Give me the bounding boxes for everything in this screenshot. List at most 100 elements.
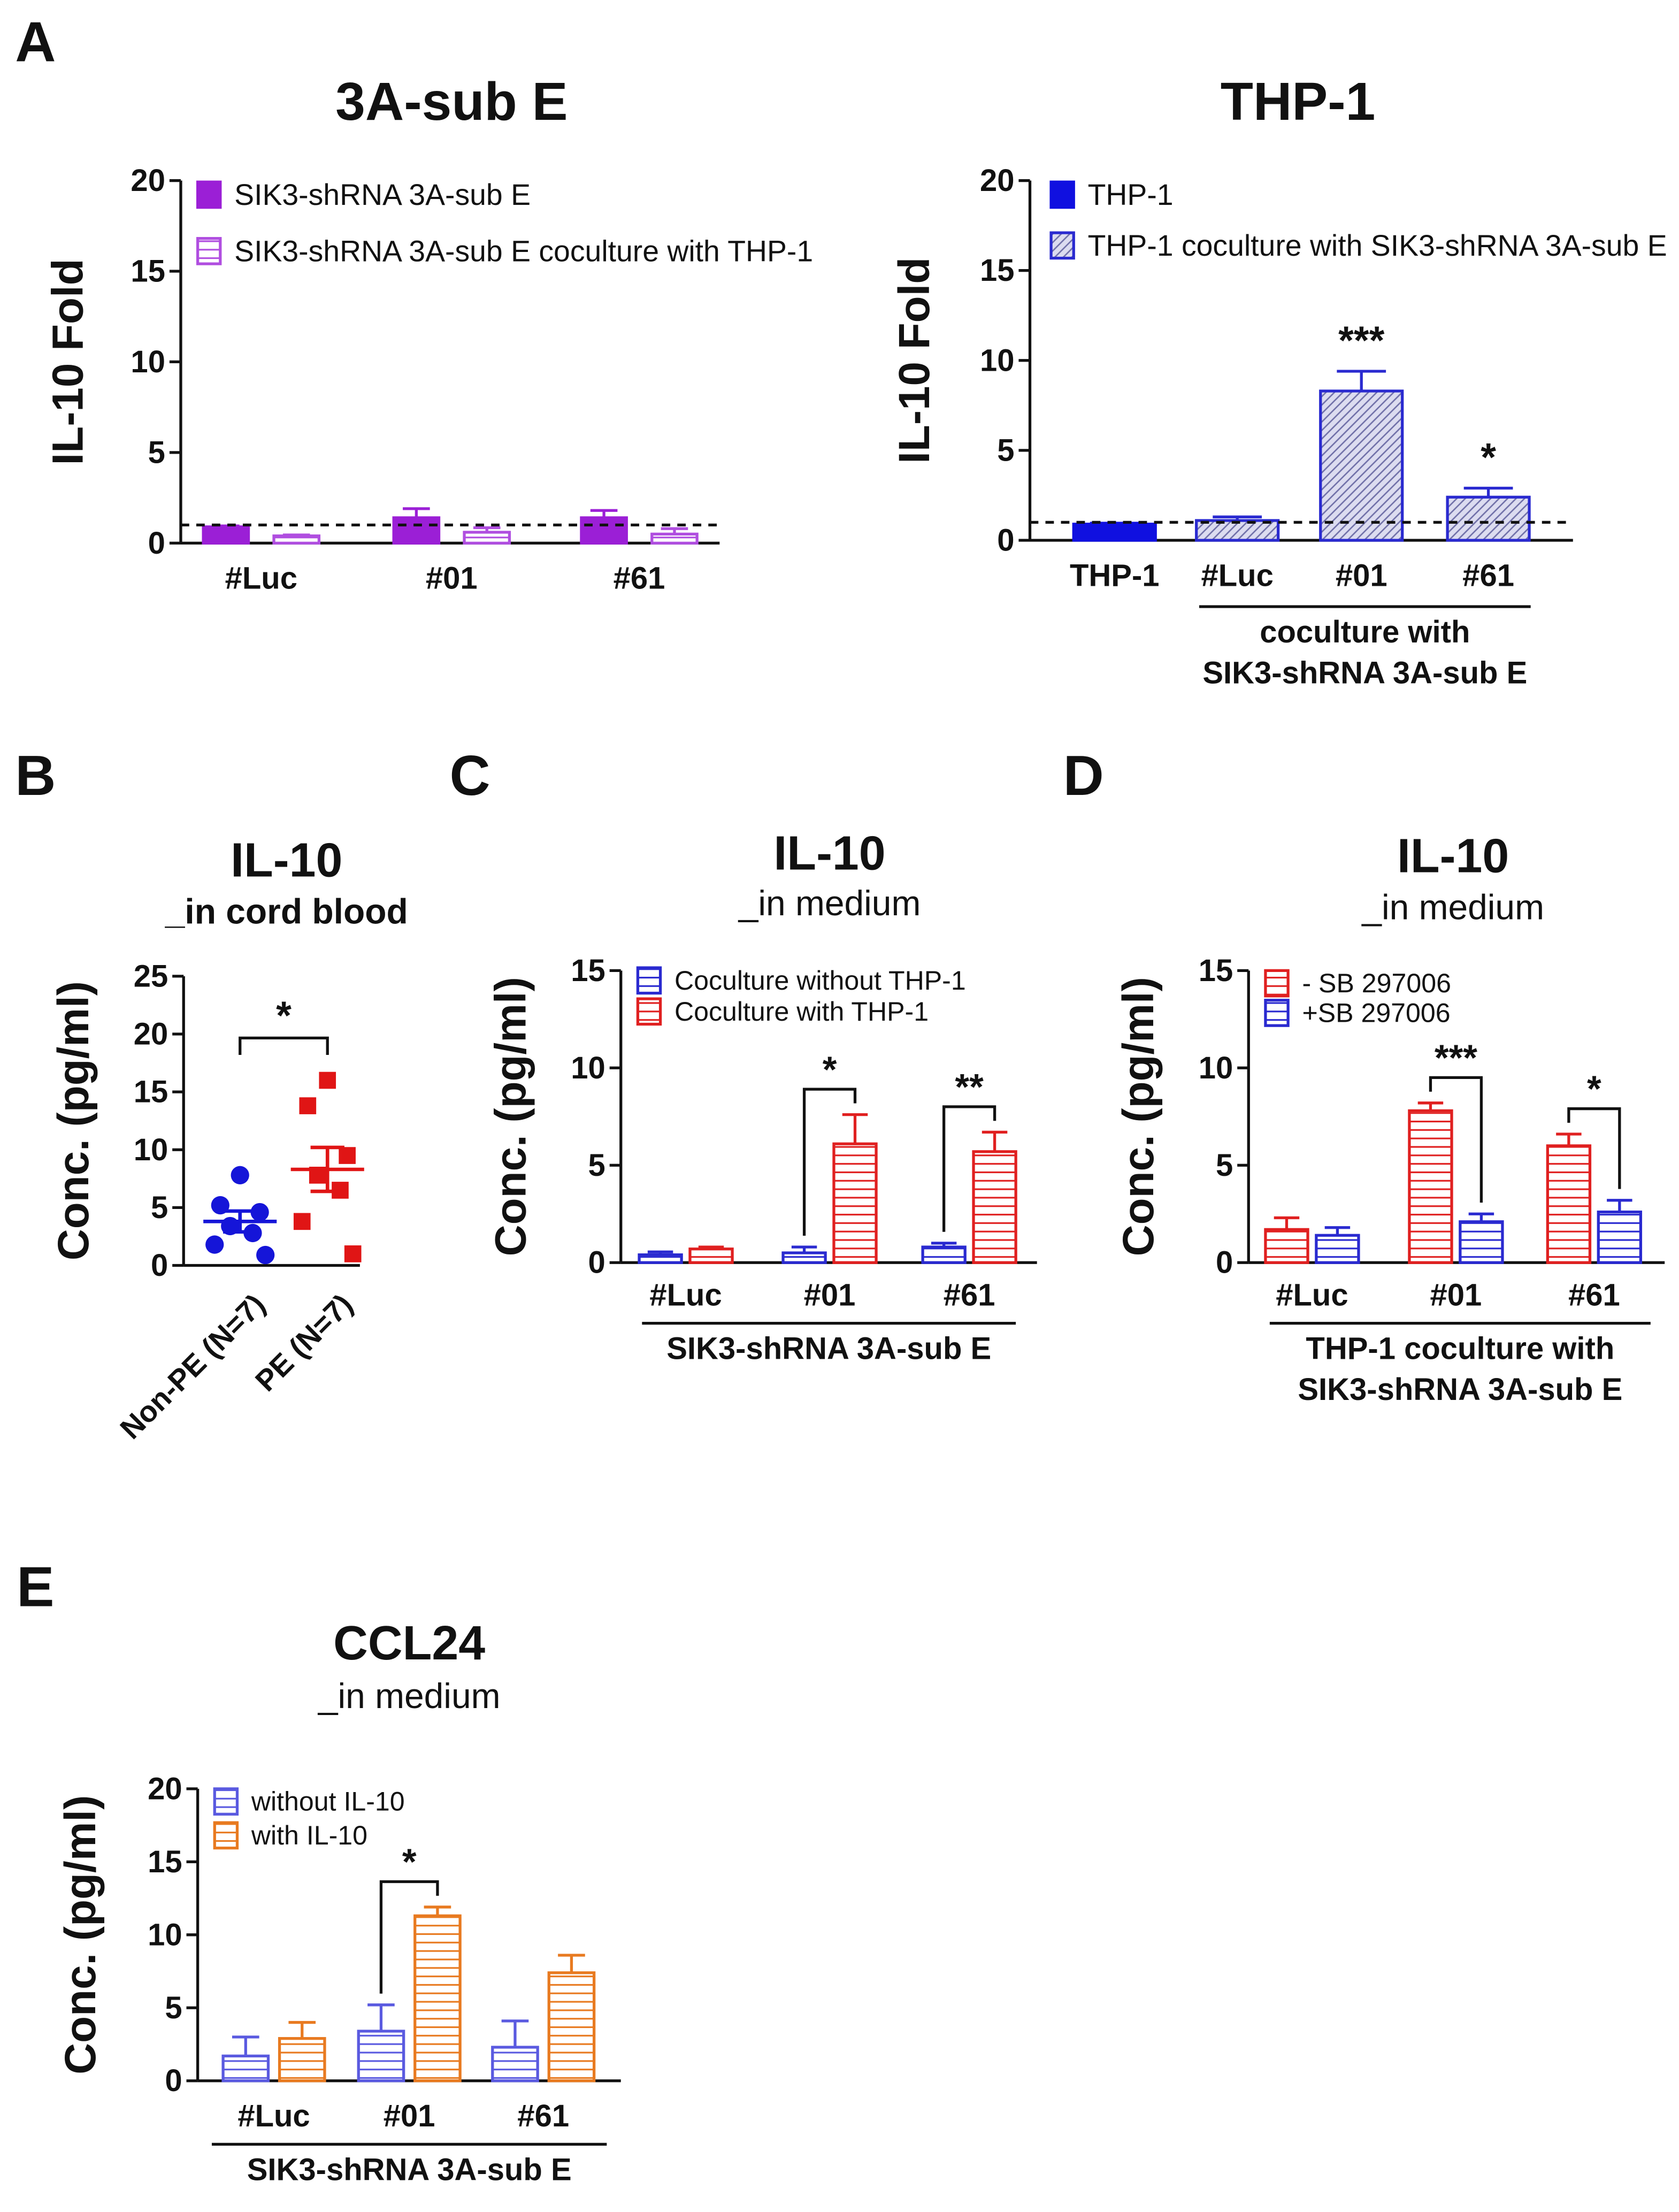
- y-tick-label: 20: [131, 163, 165, 198]
- x-tick-label: #61: [1462, 558, 1514, 593]
- legend-label: Coculture without THP-1: [674, 966, 966, 996]
- data-point: [250, 1203, 269, 1222]
- significance-bracket: [239, 1036, 329, 1055]
- y-tick-label: 0: [588, 1245, 605, 1280]
- chart-subtitle: _in cord blood: [165, 892, 408, 931]
- chart-title: IL-10: [1397, 830, 1509, 883]
- panel-letter: D: [1063, 745, 1104, 807]
- bar: [972, 1150, 1017, 1264]
- significance-label: **: [955, 1067, 984, 1108]
- legend-swatch: [196, 180, 222, 209]
- bar: [221, 2054, 270, 2083]
- bar: [272, 534, 321, 545]
- bar: [1264, 1228, 1309, 1264]
- y-tick-label: 15: [134, 1075, 168, 1109]
- legend-label: - SB 297006: [1302, 968, 1451, 998]
- bar: [392, 516, 441, 545]
- significance-bracket: [1429, 1076, 1483, 1203]
- y-tick-label: 0: [148, 526, 165, 561]
- y-tick-label: 5: [148, 435, 165, 470]
- bar: [1319, 389, 1404, 542]
- legend-label: with IL-10: [251, 1820, 367, 1850]
- legend-label: THP-1: [1088, 178, 1174, 211]
- y-tick-label: 15: [571, 953, 605, 988]
- x-tick-label: #Luc: [1201, 558, 1273, 593]
- y-tick-label: 5: [165, 1991, 182, 2025]
- data-point: [299, 1097, 317, 1114]
- bar: [463, 531, 511, 545]
- bar: [1072, 523, 1157, 542]
- bar: [278, 2037, 326, 2083]
- x-tick-label: #01: [426, 561, 478, 596]
- bar: [580, 516, 628, 545]
- significance-bracket: [1567, 1107, 1621, 1189]
- chart-title: 3A-sub E: [335, 72, 568, 132]
- group-label: THP-1 coculture with: [1306, 1331, 1614, 1366]
- x-tick-label: #Luc: [225, 561, 297, 596]
- y-tick-label: 15: [148, 1844, 182, 1879]
- bar: [921, 1245, 967, 1264]
- y-tick-label: 10: [980, 343, 1015, 378]
- x-tick-label: #01: [1430, 1277, 1482, 1312]
- x-tick-label: #61: [517, 2099, 569, 2133]
- y-axis-label: Conc. (pg/ml): [1114, 977, 1163, 1256]
- legend-label: THP-1 coculture with SIK3-shRNA 3A-sub E: [1088, 229, 1667, 262]
- panel-letter: A: [15, 11, 56, 74]
- y-tick-label: 15: [131, 254, 165, 288]
- bar: [1446, 495, 1531, 542]
- significance-label: *: [276, 993, 292, 1038]
- panel-letter: E: [17, 1556, 54, 1618]
- legend-label: +SB 297006: [1302, 998, 1450, 1028]
- legend-swatch: [1264, 999, 1290, 1027]
- x-tick-label: #Luc: [649, 1277, 722, 1312]
- x-tick-label: #Luc: [237, 2099, 310, 2133]
- y-tick-label: 5: [151, 1190, 168, 1225]
- bar: [1546, 1144, 1592, 1264]
- legend-swatch: [1049, 180, 1075, 209]
- y-axis-label: IL-10 Fold: [43, 258, 92, 465]
- data-point: [344, 1245, 362, 1262]
- y-tick-label: 20: [148, 1771, 182, 1806]
- bar: [1408, 1109, 1453, 1264]
- legend-label: Coculture with THP-1: [674, 997, 929, 1027]
- chart-subtitle: _in medium: [1361, 887, 1544, 927]
- y-tick-label: 0: [151, 1248, 168, 1283]
- y-tick-label: 25: [134, 959, 168, 993]
- y-tick-label: 5: [997, 433, 1014, 468]
- data-point: [293, 1213, 311, 1230]
- bar: [1459, 1220, 1504, 1264]
- y-tick-label: 0: [1216, 1245, 1233, 1280]
- legend-label: SIK3-shRNA 3A-sub E: [234, 178, 531, 211]
- bar: [547, 1971, 596, 2083]
- significance-label: ***: [1338, 318, 1384, 362]
- chart-title: IL-10: [231, 834, 342, 887]
- bar: [638, 1253, 683, 1264]
- bar: [1597, 1210, 1643, 1264]
- x-tick-label: #01: [1336, 558, 1387, 593]
- y-axis-label: Conc. (pg/ml): [49, 981, 98, 1260]
- bar: [413, 1914, 462, 2083]
- data-point: [256, 1245, 275, 1265]
- y-tick-label: 10: [134, 1132, 168, 1167]
- y-tick-label: 15: [980, 253, 1015, 288]
- y-tick-label: 10: [1199, 1051, 1233, 1085]
- x-tick-label: #01: [804, 1277, 856, 1312]
- chart-title: THP-1: [1221, 72, 1376, 132]
- data-point: [231, 1166, 249, 1184]
- legend-swatch: [213, 1821, 239, 1850]
- legend-label: SIK3-shRNA 3A-sub E coculture with THP-1: [234, 234, 813, 267]
- chart-title: CCL24: [333, 1617, 485, 1670]
- y-tick-label: 10: [148, 1917, 182, 1952]
- significance-label: *: [1587, 1068, 1601, 1109]
- group-label: SIK3-shRNA 3A-sub E: [1202, 655, 1527, 690]
- y-tick-label: 5: [588, 1148, 605, 1183]
- data-point: [319, 1071, 336, 1089]
- x-tick-label: #61: [614, 561, 665, 596]
- significance-bracket: [379, 1880, 439, 1994]
- significance-label: *: [823, 1049, 837, 1090]
- group-label: SIK3-shRNA 3A-sub E: [666, 1331, 991, 1366]
- data-point: [205, 1235, 224, 1254]
- y-tick-label: 20: [134, 1017, 168, 1052]
- y-axis-label: IL-10 Fold: [890, 257, 939, 464]
